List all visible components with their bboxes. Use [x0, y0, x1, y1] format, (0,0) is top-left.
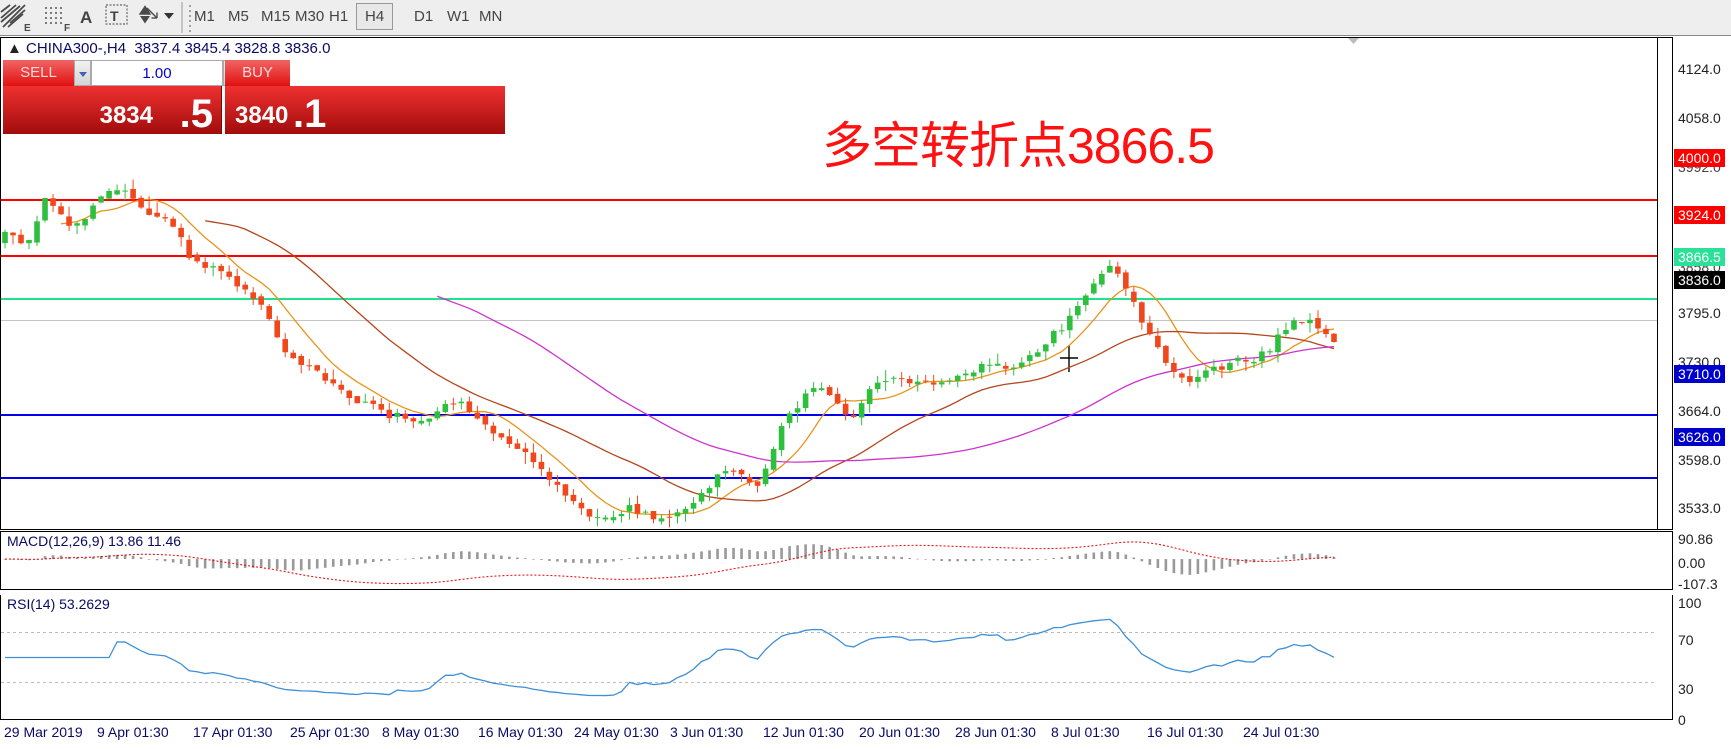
svg-text:F: F: [64, 23, 70, 34]
svg-text:E: E: [24, 23, 31, 34]
svg-text:T: T: [110, 8, 119, 24]
svg-text:A: A: [80, 8, 92, 27]
